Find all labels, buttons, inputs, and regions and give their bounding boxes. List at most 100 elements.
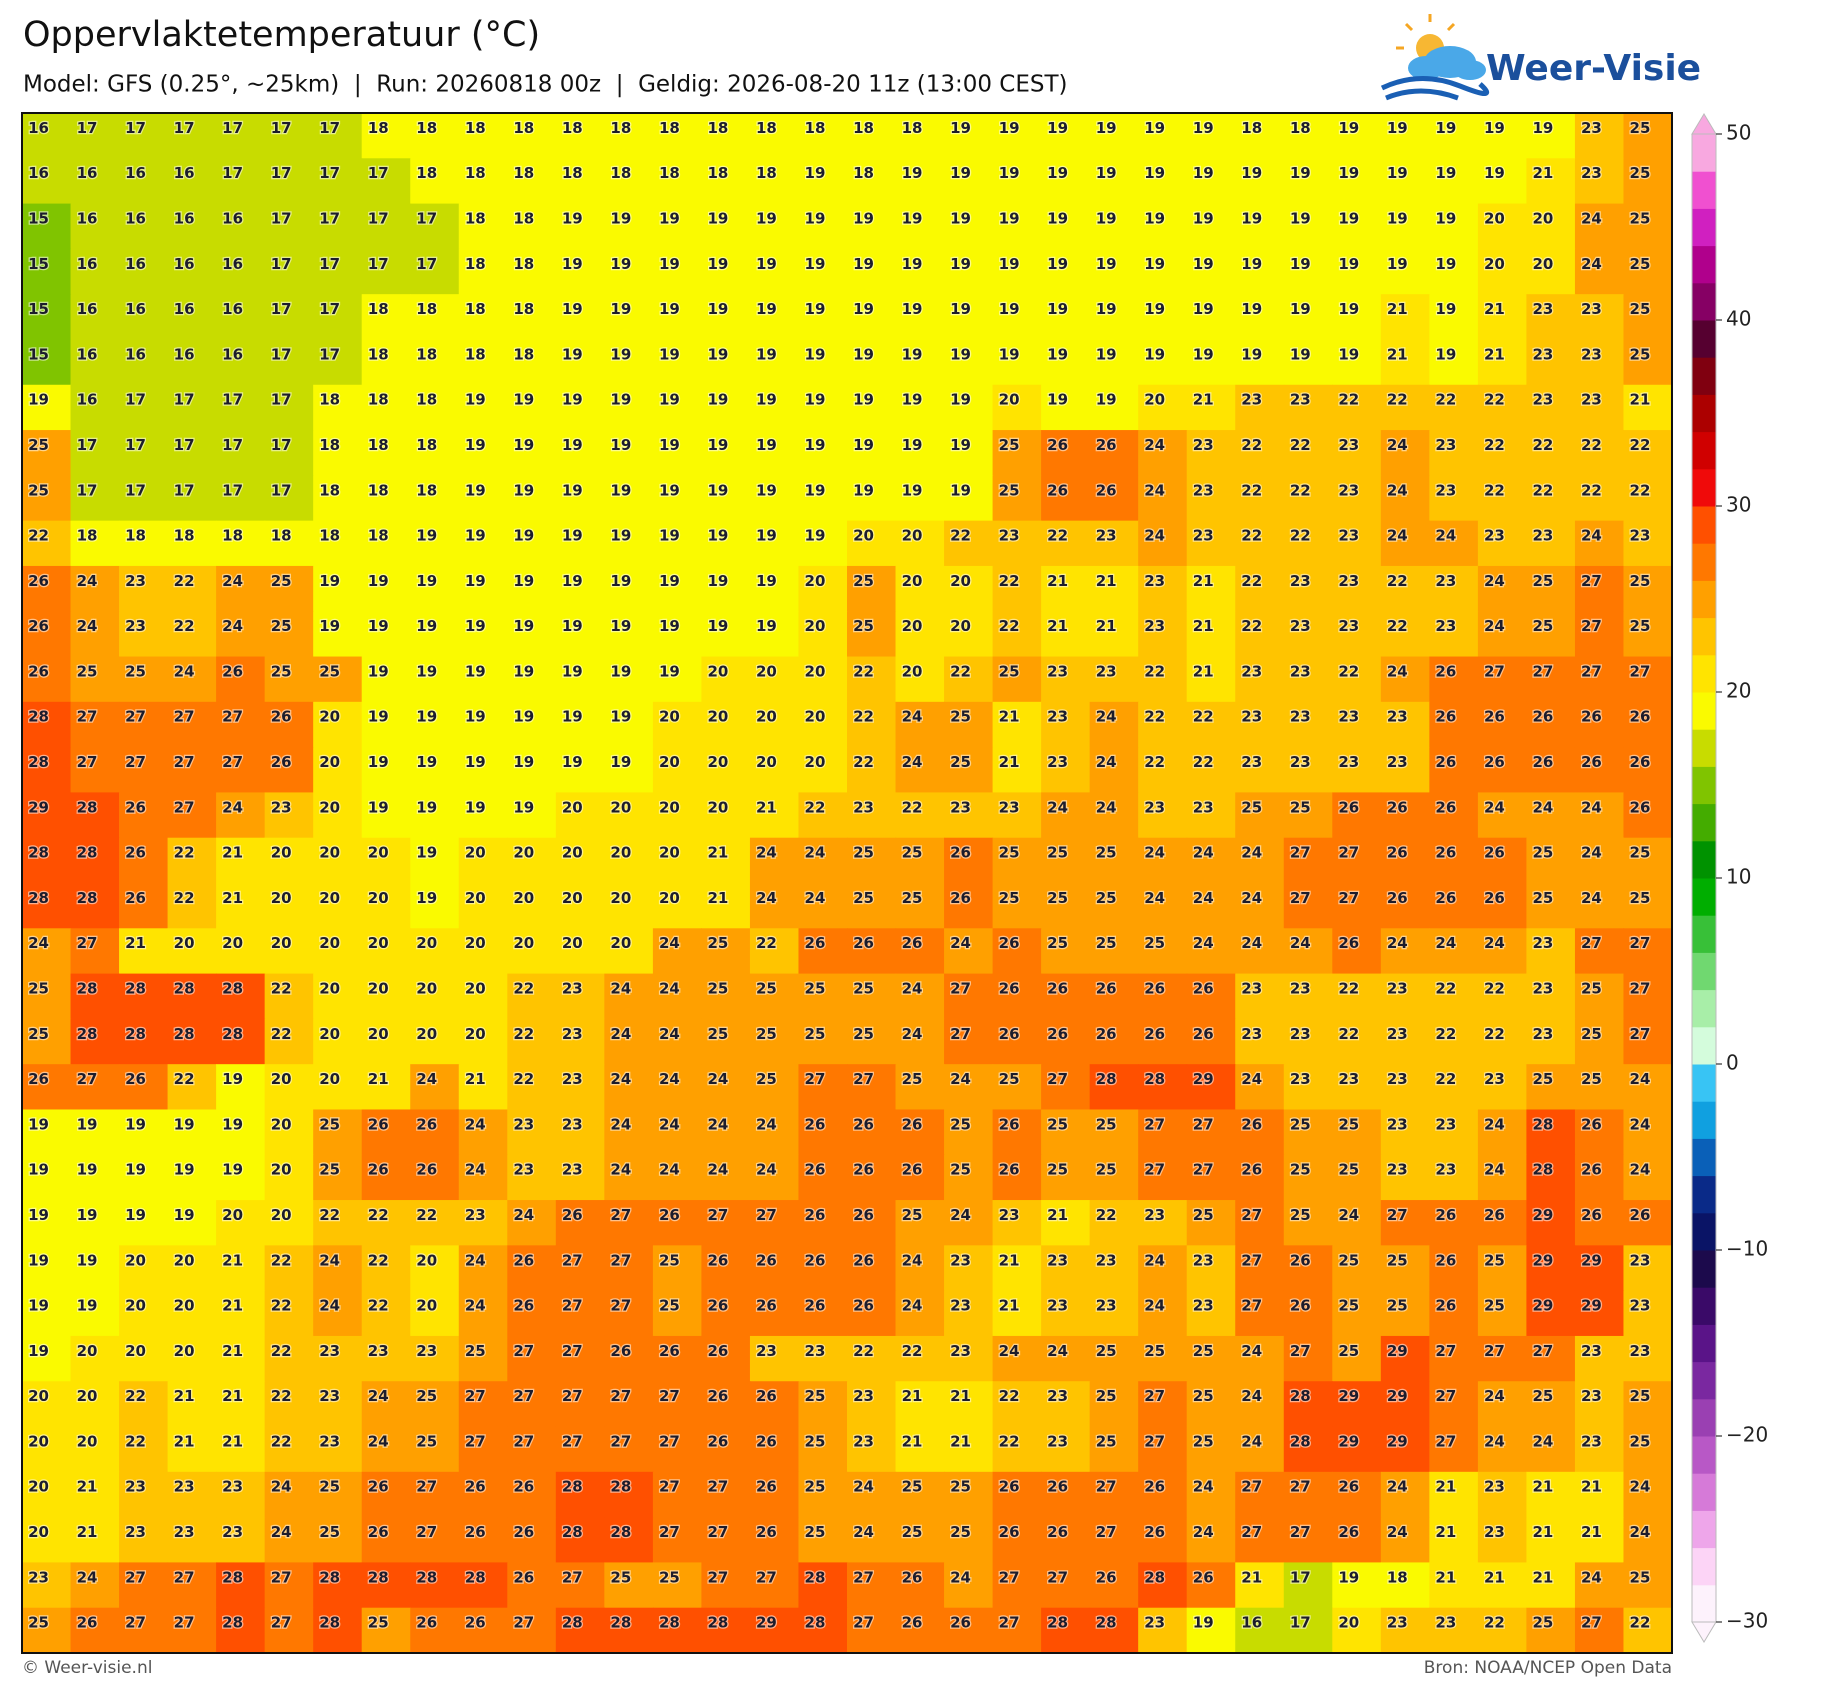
temperature-cell <box>22 565 72 612</box>
temperature-label: 26 <box>1096 1025 1117 1043</box>
temperature-label: 24 <box>1484 617 1505 635</box>
temperature-label: 20 <box>562 934 583 952</box>
logo-text: Weer-Visie <box>1486 48 1701 89</box>
temperature-label: 19 <box>950 209 971 227</box>
temperature-label: 23 <box>1484 1523 1505 1541</box>
temperature-cell <box>944 656 994 703</box>
temperature-label: 20 <box>368 1025 389 1043</box>
temperature-cell <box>701 701 751 748</box>
temperature-cell <box>264 656 314 703</box>
temperature-label: 21 <box>174 1432 195 1450</box>
temperature-cell <box>992 294 1042 341</box>
colorbar-band <box>1692 692 1716 730</box>
temperature-label: 20 <box>28 1478 49 1496</box>
temperature-label: 24 <box>707 1115 728 1133</box>
temperature-label: 28 <box>368 1568 389 1586</box>
temperature-label: 27 <box>465 1432 486 1450</box>
temperature-cell <box>1089 294 1139 341</box>
temperature-label: 24 <box>805 889 826 907</box>
temperature-label: 19 <box>368 753 389 771</box>
temperature-label: 20 <box>271 1115 292 1133</box>
temperature-label: 21 <box>222 1432 243 1450</box>
colorbar-band <box>1692 394 1716 433</box>
temperature-cell <box>458 158 508 205</box>
temperature-label: 23 <box>174 1478 195 1496</box>
temperature-label: 20 <box>513 889 534 907</box>
temperature-cell <box>361 384 411 431</box>
temperature-label: 25 <box>853 1025 874 1043</box>
temperature-cell <box>652 113 703 159</box>
temperature-cell <box>1186 701 1236 748</box>
temperature-cell <box>1380 430 1430 476</box>
temperature-label: 26 <box>125 798 146 816</box>
temperature-label: 21 <box>707 889 728 907</box>
temperature-label: 20 <box>465 889 486 907</box>
temperature-label: 19 <box>610 255 631 273</box>
temperature-label: 29 <box>1387 1432 1408 1450</box>
temperature-label: 26 <box>1630 1206 1651 1224</box>
temperature-label: 21 <box>1630 391 1651 409</box>
temperature-label: 19 <box>562 662 583 680</box>
temperature-cell <box>119 611 169 658</box>
temperature-label: 27 <box>513 1342 534 1360</box>
temperature-label: 25 <box>1047 1115 1068 1133</box>
temperature-label: 23 <box>1532 934 1553 952</box>
temperature-label: 19 <box>368 708 389 726</box>
temperature-cell <box>1186 430 1236 476</box>
temperature-label: 19 <box>853 300 874 318</box>
temperature-cell <box>1186 339 1236 386</box>
temperature-label: 24 <box>610 979 631 997</box>
temperature-label: 19 <box>562 300 583 318</box>
temperature-label: 26 <box>950 889 971 907</box>
temperature-label: 23 <box>1193 798 1214 816</box>
temperature-cell <box>1526 611 1576 658</box>
temperature-label: 20 <box>562 844 583 862</box>
temperature-label: 19 <box>465 662 486 680</box>
temperature-label: 21 <box>1096 617 1117 635</box>
temperature-label: 23 <box>1047 1432 1068 1450</box>
temperature-cell <box>1429 520 1479 567</box>
temperature-cell <box>1380 384 1430 431</box>
temperature-label: 22 <box>1435 391 1456 409</box>
temperature-cell <box>1623 747 1673 794</box>
temperature-label: 23 <box>1484 1478 1505 1496</box>
temperature-label: 28 <box>1290 1387 1311 1405</box>
temperature-cell <box>119 792 169 839</box>
temperature-cell <box>1429 430 1479 476</box>
temperature-label: 23 <box>1096 527 1117 545</box>
temperature-cell <box>944 339 994 386</box>
temperature-label: 19 <box>999 255 1020 273</box>
temperature-label: 23 <box>1241 391 1262 409</box>
temperature-cell <box>604 565 654 612</box>
colorbar-band <box>1692 1026 1716 1065</box>
temperature-label: 26 <box>465 1478 486 1496</box>
temperature-cell <box>1332 203 1382 250</box>
temperature-label: 27 <box>1581 617 1602 635</box>
temperature-label: 20 <box>562 798 583 816</box>
temperature-cell <box>1332 520 1382 567</box>
temperature-label: 26 <box>902 1568 923 1586</box>
temperature-label: 24 <box>756 844 777 862</box>
temperature-label: 27 <box>1241 1478 1262 1496</box>
temperature-label: 25 <box>805 1523 826 1541</box>
temperature-label: 23 <box>1532 527 1553 545</box>
temperature-label: 22 <box>271 1342 292 1360</box>
temperature-label: 19 <box>562 391 583 409</box>
temperature-label: 25 <box>319 1478 340 1496</box>
temperature-label: 19 <box>756 436 777 454</box>
temperature-label: 23 <box>1144 1206 1165 1224</box>
temperature-label: 19 <box>562 481 583 499</box>
temperature-label: 23 <box>1387 1025 1408 1043</box>
temperature-label: 18 <box>805 119 826 137</box>
temperature-label: 19 <box>999 119 1020 137</box>
temperature-cell <box>410 203 460 250</box>
temperature-label: 17 <box>271 345 292 363</box>
temperature-label: 16 <box>222 300 243 318</box>
temperature-cell <box>70 475 120 522</box>
temperature-cell <box>22 203 72 250</box>
temperature-label: 27 <box>707 1523 728 1541</box>
temperature-cell <box>1332 339 1382 386</box>
temperature-label: 27 <box>1144 1115 1165 1133</box>
temperature-label: 18 <box>465 300 486 318</box>
temperature-label: 25 <box>805 979 826 997</box>
